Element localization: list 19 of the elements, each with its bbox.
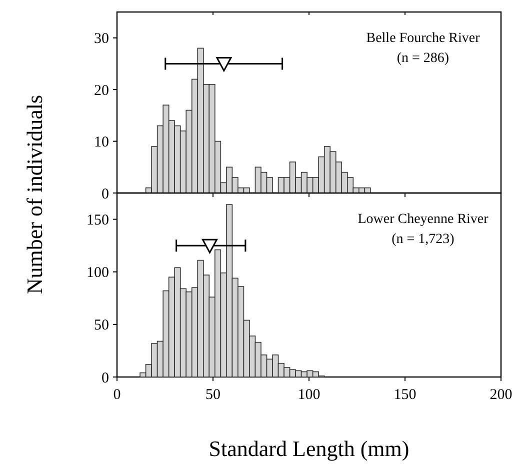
text: (n = 286) bbox=[396, 51, 450, 66]
text: (n = 1,723) bbox=[392, 232, 455, 247]
text: Lower Cheyenne River bbox=[358, 212, 489, 227]
y-tick-label: 0 bbox=[102, 186, 109, 202]
y-tick-label: 0 bbox=[102, 370, 109, 386]
y-tick-label: 150 bbox=[86, 212, 109, 229]
y-tick-label: 30 bbox=[94, 31, 109, 48]
x-tick-label: 100 bbox=[298, 387, 320, 403]
text: Belle Fourche River bbox=[366, 31, 480, 46]
x-axis-title: Standard Length (mm) bbox=[208, 436, 410, 461]
x-tick-label: 150 bbox=[394, 387, 416, 403]
y-axis-title: Number of individuals bbox=[22, 94, 47, 294]
y-tick-label: 100 bbox=[86, 265, 109, 282]
y-tick-label: 10 bbox=[94, 134, 109, 151]
x-tick-label: 200 bbox=[490, 387, 512, 403]
x-tick-label: 0 bbox=[113, 387, 121, 403]
x-tick-label: 50 bbox=[206, 387, 220, 403]
y-tick-label: 50 bbox=[94, 318, 109, 334]
y-tick-label: 20 bbox=[94, 82, 109, 99]
